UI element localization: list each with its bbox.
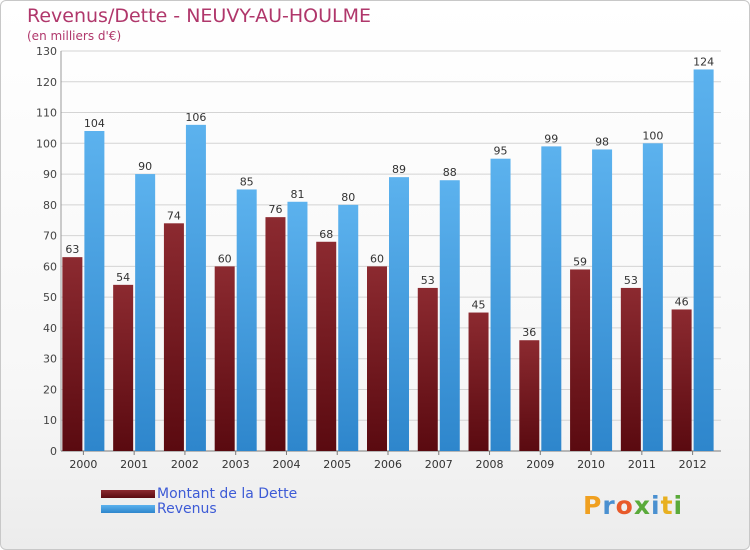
bar-revenus-2008: [490, 158, 511, 451]
x-tick-label: 2012: [679, 458, 707, 471]
data-label-revenus: 100: [642, 129, 663, 142]
logo-letter: o: [615, 491, 634, 520]
y-tick-label: 70: [43, 230, 57, 243]
x-tick-label: 2001: [120, 458, 148, 471]
y-tick-label: 110: [36, 107, 57, 120]
data-label-revenus: 88: [443, 166, 457, 179]
y-tick-label: 60: [43, 260, 57, 273]
data-label-dette: 74: [167, 209, 181, 222]
data-label-dette: 36: [522, 326, 536, 339]
data-label-dette: 68: [319, 228, 333, 241]
chart-subtitle: (en milliers d'€): [27, 29, 122, 43]
bar-revenus-2002: [185, 124, 206, 451]
y-tick-label: 120: [36, 76, 57, 89]
bar-dette-2003: [214, 266, 235, 451]
bar-dette-2001: [113, 284, 134, 451]
x-tick-label: 2002: [171, 458, 199, 471]
data-label-dette: 60: [218, 252, 232, 265]
y-tick-label: 100: [36, 137, 57, 150]
x-tick-label: 2006: [374, 458, 402, 471]
y-tick-label: 50: [43, 291, 57, 304]
y-tick-label: 20: [43, 383, 57, 396]
chart-title: Revenus/Dette - NEUVY-AU-HOULME: [27, 5, 372, 27]
data-label-dette: 46: [675, 295, 689, 308]
logo-letter: i: [651, 491, 661, 520]
data-label-revenus: 124: [693, 55, 714, 68]
bar-revenus-2000: [84, 131, 105, 451]
y-tick-label: 90: [43, 168, 57, 181]
bar-dette-2004: [265, 217, 286, 451]
legend-swatch-revenus: [101, 505, 155, 513]
x-tick-label: 2007: [425, 458, 453, 471]
x-tick-label: 2003: [222, 458, 250, 471]
bar-dette-2009: [519, 340, 540, 451]
bar-revenus-2009: [541, 146, 562, 451]
data-label-revenus: 80: [341, 191, 355, 204]
data-label-revenus: 95: [494, 145, 508, 158]
legend-label-dette: Montant de la Dette: [157, 486, 298, 502]
proxiti-logo: Proxiti: [583, 491, 683, 520]
data-label-dette: 76: [268, 203, 282, 216]
data-label-dette: 59: [573, 255, 587, 268]
bar-dette-2010: [570, 269, 591, 451]
bar-dette-2000: [62, 257, 83, 451]
bar-revenus-2012: [693, 69, 714, 451]
data-label-revenus: 99: [544, 132, 558, 145]
legend-swatch-dette: [101, 490, 155, 498]
y-tick-label: 40: [43, 322, 57, 335]
bar-revenus-2004: [287, 201, 308, 451]
bar-dette-2007: [417, 287, 438, 451]
data-label-dette: 53: [421, 274, 435, 287]
data-label-dette: 45: [472, 299, 486, 312]
logo-letter: r: [602, 491, 616, 520]
x-tick-label: 2009: [526, 458, 554, 471]
bar-dette-2005: [316, 241, 337, 451]
bar-revenus-2005: [338, 204, 359, 451]
y-tick-label: 80: [43, 199, 57, 212]
bar-dette-2012: [671, 309, 692, 451]
logo-letter: t: [660, 491, 674, 520]
data-label-revenus: 90: [138, 160, 152, 173]
bar-dette-2011: [620, 287, 641, 451]
data-label-revenus: 89: [392, 163, 406, 176]
bar-revenus-2010: [592, 149, 613, 451]
x-tick-label: 2004: [272, 458, 300, 471]
x-tick-label: 2008: [476, 458, 504, 471]
x-tick-label: 2011: [628, 458, 656, 471]
y-tick-label: 130: [36, 45, 57, 58]
bar-revenus-2001: [135, 174, 156, 452]
data-label-revenus: 81: [290, 188, 304, 201]
logo-letter: x: [633, 491, 651, 520]
data-label-revenus: 106: [185, 111, 206, 124]
legend-label-revenus: Revenus: [157, 501, 217, 517]
bar-dette-2008: [468, 312, 489, 451]
data-label-dette: 53: [624, 274, 638, 287]
y-tick-label: 10: [43, 414, 57, 427]
data-label-dette: 54: [116, 271, 130, 284]
data-label-revenus: 85: [240, 175, 254, 188]
y-tick-label: 0: [50, 445, 57, 458]
x-tick-label: 2005: [323, 458, 351, 471]
logo-letter: P: [583, 491, 603, 520]
data-label-revenus: 98: [595, 135, 609, 148]
bar-revenus-2006: [389, 177, 409, 451]
x-tick-label: 2010: [577, 458, 605, 471]
data-label-revenus: 104: [84, 117, 105, 130]
data-label-dette: 60: [370, 252, 384, 265]
x-tick-label: 2000: [69, 458, 97, 471]
y-tick-label: 30: [43, 353, 57, 366]
bar-dette-2002: [163, 223, 184, 451]
bar-revenus-2007: [439, 180, 460, 451]
bar-dette-2006: [367, 266, 387, 451]
bar-revenus-2011: [642, 143, 663, 452]
data-label-dette: 63: [65, 243, 79, 256]
logo-letter: i: [673, 491, 684, 520]
bar-revenus-2003: [236, 189, 257, 451]
